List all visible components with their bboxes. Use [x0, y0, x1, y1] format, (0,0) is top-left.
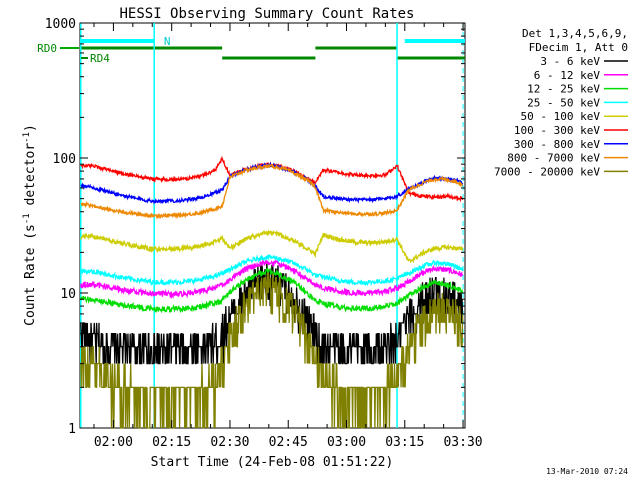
axes: 1 10 100 1000 02:00 02:15 02:30 02:45 03:00 03:15…: [45, 17, 483, 450]
legend-entry-label: 300 - 800 keV: [514, 138, 600, 151]
x-tick-label: 03:30: [443, 435, 482, 450]
x-tick-label: 03:00: [327, 435, 366, 450]
y-axis-label-part: Count Rate (s: [23, 224, 38, 326]
x-tick-label: 02:45: [269, 435, 308, 450]
y-tick-label: 1000: [45, 17, 76, 32]
chart-title: HESSI Observing Summary Count Rates: [119, 6, 414, 22]
legend-entry-label: 3 - 6 keV: [540, 55, 600, 68]
rd0-label: RD0: [37, 42, 57, 55]
legend-entry-label: 7000 - 20000 keV: [494, 165, 600, 178]
observing-overlay: N RD0 RD4: [37, 23, 465, 428]
y-axis-label: Count Rate (s-1 detector-1): [22, 124, 38, 326]
y-tick-label: 1: [68, 422, 76, 437]
y-tick-label: 100: [53, 152, 76, 167]
series-line: [80, 266, 464, 314]
x-tick-label: 02:30: [210, 435, 249, 450]
legend-header: FDecim 1, Att 0: [529, 41, 628, 54]
footer-timestamp: 13-Mar-2010 07:24: [546, 467, 628, 476]
series-layer: [80, 155, 464, 429]
series-line: [80, 272, 464, 429]
rd4-label: RD4: [90, 52, 110, 65]
night-label: N: [164, 35, 171, 48]
y-axis-label-part: ): [23, 124, 38, 132]
plot-frame: [79, 22, 466, 429]
series-line: [80, 259, 464, 300]
legend: Det 1,3,4,5,6,9,FDecim 1, Att 03 - 6 keV…: [494, 27, 628, 178]
legend-entry-label: 100 - 300 keV: [514, 124, 600, 137]
y-axis-label-sup: -1: [22, 213, 32, 224]
x-tick-label: 02:15: [152, 435, 191, 450]
series-line: [80, 254, 464, 287]
legend-entry-label: 6 - 12 keV: [534, 69, 601, 82]
x-tick-label: 03:15: [385, 435, 424, 450]
x-axis-label: Start Time (24-Feb-08 01:51:22): [151, 455, 394, 470]
x-tick-label: 02:00: [94, 435, 133, 450]
y-axis-label-part: detector: [23, 143, 38, 214]
y-axis-label-sup: -1: [22, 132, 32, 143]
legend-entry-label: 12 - 25 keV: [527, 83, 600, 96]
y-tick-label: 10: [60, 287, 76, 302]
legend-entry-label: 25 - 50 keV: [527, 96, 600, 109]
legend-entry-label: 800 - 7000 keV: [507, 152, 600, 165]
series-line: [80, 162, 463, 220]
series-line: [80, 229, 464, 264]
legend-header: Det 1,3,4,5,6,9,: [522, 27, 628, 40]
legend-entry-label: 50 - 100 keV: [521, 110, 601, 123]
